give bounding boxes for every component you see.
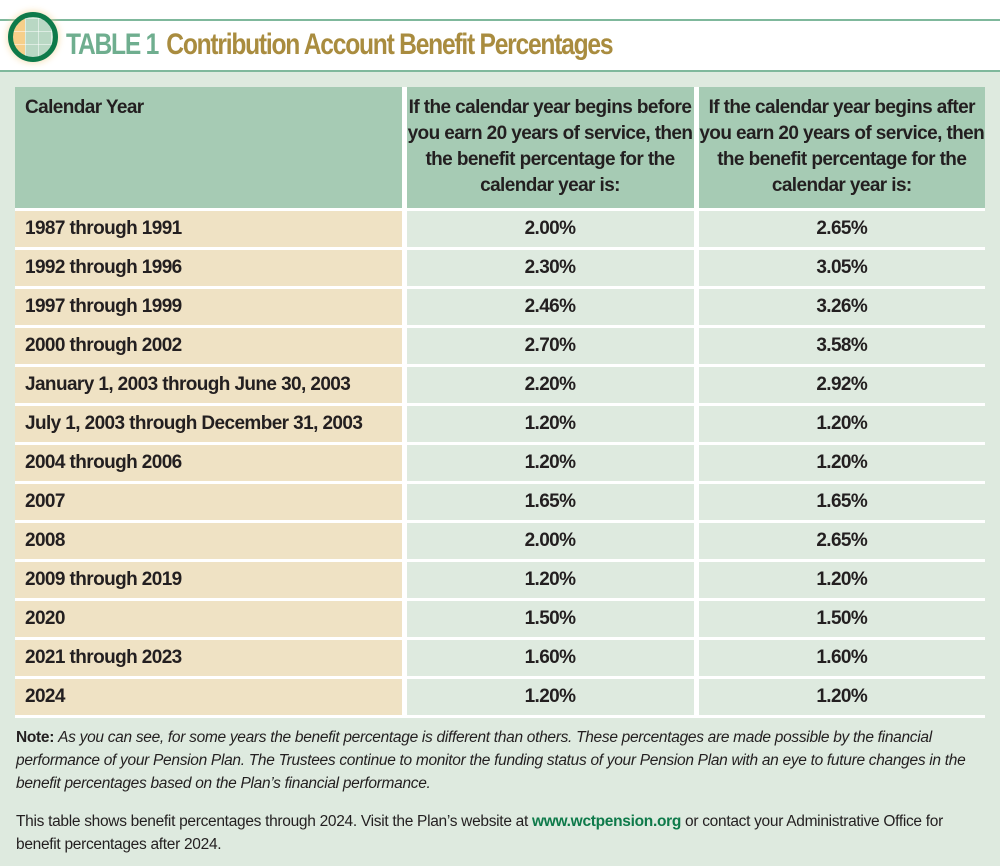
calendar-year-cell: 1992 through 1996	[15, 248, 404, 289]
calendar-year-cell: 2000 through 2002	[15, 326, 404, 367]
note-text: As you can see, for some years the benef…	[16, 729, 966, 792]
before-20-years-cell: 2.00%	[401, 209, 696, 250]
calendar-year-cell: 2008	[15, 521, 404, 562]
before-20-years-cell: 1.20%	[401, 404, 696, 445]
after-20-years-cell: 3.58%	[693, 326, 985, 367]
table-row: January 1, 2003 through June 30, 2003 2.2…	[15, 365, 985, 406]
header-rule-bottom	[0, 70, 1000, 72]
calendar-year-cell: 2009 through 2019	[15, 560, 404, 601]
column-header: Calendar Year	[15, 87, 404, 211]
table-row: 2000 through 2002 2.70% 3.58%	[15, 326, 985, 367]
calendar-year-cell: January 1, 2003 through June 30, 2003	[15, 365, 404, 406]
table-row: 2008 2.00% 2.65%	[15, 521, 985, 562]
table-panel: Calendar Year If the calendar year begin…	[0, 72, 1000, 866]
note-paragraph: Note: As you can see, for some years the…	[16, 726, 986, 795]
header-rule-top	[0, 19, 1000, 21]
table-row: 1987 through 1991 2.00% 2.65%	[15, 209, 985, 250]
note-section: Note: As you can see, for some years the…	[16, 726, 986, 856]
page-title: TABLE 1 Contribution Account Benefit Perc…	[66, 28, 614, 62]
calendar-year-cell: 1997 through 1999	[15, 287, 404, 328]
table-row: 2009 through 2019 1.20% 1.20%	[15, 560, 985, 601]
benefit-table: Calendar Year If the calendar year begin…	[15, 87, 985, 718]
calendar-year-cell: 2007	[15, 482, 404, 523]
table-row: 2021 through 2023 1.60% 1.60%	[15, 638, 985, 679]
after-20-years-cell: 3.26%	[693, 287, 985, 328]
after-20-years-cell: 1.65%	[693, 482, 985, 523]
before-20-years-cell: 2.00%	[401, 521, 696, 562]
info-text: or contact your Administrative Office fo…	[16, 813, 943, 853]
after-20-years-cell: 2.92%	[693, 365, 985, 406]
before-20-years-cell: 1.65%	[401, 482, 696, 523]
column-header: If the calendar year begins before you e…	[401, 87, 696, 211]
calendar-year-cell: 2021 through 2023	[15, 638, 404, 679]
before-20-years-cell: 1.20%	[401, 560, 696, 601]
table-row: 1992 through 1996 2.30% 3.05%	[15, 248, 985, 289]
website-link[interactable]: www.wctpension.org	[531, 813, 682, 830]
before-20-years-cell: 2.20%	[401, 365, 696, 406]
calendar-year-cell: 2004 through 2006	[15, 443, 404, 484]
calendar-year-cell: 2020	[15, 599, 404, 640]
before-20-years-cell: 1.20%	[401, 443, 696, 484]
after-20-years-cell: 1.20%	[693, 404, 985, 445]
after-20-years-cell: 1.20%	[693, 560, 985, 601]
before-20-years-cell: 1.20%	[401, 677, 696, 718]
table-row: July 1, 2003 through December 31, 2003 1.…	[15, 404, 985, 445]
table-row: 2004 through 2006 1.20% 1.20%	[15, 443, 985, 484]
table-logo-icon	[8, 12, 58, 62]
table-row: 2024 1.20% 1.20%	[15, 677, 985, 718]
calendar-year-cell: July 1, 2003 through December 31, 2003	[15, 404, 404, 445]
table-row: 1997 through 1999 2.46% 3.26%	[15, 287, 985, 328]
table-row: 2020 1.50% 1.50%	[15, 599, 985, 640]
table-row: 2007 1.65% 1.65%	[15, 482, 985, 523]
table-header-row: Calendar Year If the calendar year begin…	[15, 87, 985, 211]
after-20-years-cell: 1.50%	[693, 599, 985, 640]
info-paragraph: This table shows benefit percentages thr…	[16, 810, 986, 856]
calendar-year-cell: 2024	[15, 677, 404, 718]
column-header: If the calendar year begins after you ea…	[693, 87, 985, 211]
calendar-year-cell: 1987 through 1991	[15, 209, 404, 250]
before-20-years-cell: 1.50%	[401, 599, 696, 640]
info-text: This table shows benefit percentages thr…	[16, 813, 532, 830]
before-20-years-cell: 2.70%	[401, 326, 696, 367]
after-20-years-cell: 2.65%	[693, 521, 985, 562]
after-20-years-cell: 3.05%	[693, 248, 985, 289]
before-20-years-cell: 2.46%	[401, 287, 696, 328]
after-20-years-cell: 1.60%	[693, 638, 985, 679]
table-label: TABLE 1	[66, 28, 159, 61]
table-title: Contribution Account Benefit Percentages	[166, 28, 613, 61]
after-20-years-cell: 1.20%	[693, 677, 985, 718]
after-20-years-cell: 1.20%	[693, 443, 985, 484]
before-20-years-cell: 1.60%	[401, 638, 696, 679]
after-20-years-cell: 2.65%	[693, 209, 985, 250]
note-label: Note:	[16, 729, 55, 746]
before-20-years-cell: 2.30%	[401, 248, 696, 289]
